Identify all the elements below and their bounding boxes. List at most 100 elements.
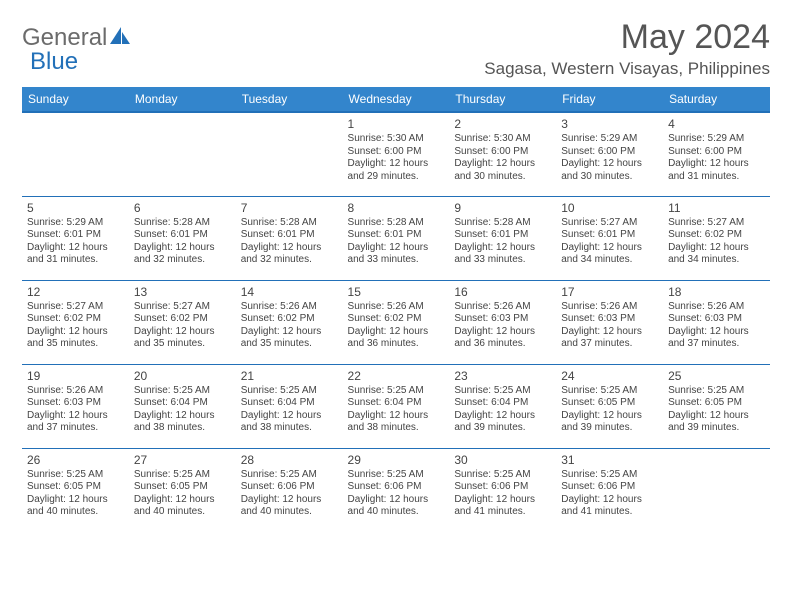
calendar-cell: 20Sunrise: 5:25 AMSunset: 6:04 PMDayligh…	[129, 364, 236, 448]
daylight-line: Daylight: 12 hours	[454, 158, 551, 171]
sunset-line: Sunset: 6:04 PM	[348, 397, 445, 410]
day-header-wednesday: Wednesday	[343, 87, 450, 112]
day-number: 13	[134, 285, 231, 299]
sunrise-line: Sunrise: 5:25 AM	[668, 385, 765, 398]
day-details: Sunrise: 5:25 AMSunset: 6:06 PMDaylight:…	[561, 469, 658, 519]
sunrise-line: Sunrise: 5:27 AM	[561, 217, 658, 230]
calendar-body: 1 Sunrise: 5:30 AMSunset: 6:00 PMDaylight…	[22, 112, 770, 532]
daylight-line: and 40 minutes.	[134, 506, 231, 519]
calendar-cell	[236, 112, 343, 196]
day-number: 21	[241, 369, 338, 383]
day-header-sunday: Sunday	[22, 87, 129, 112]
daylight-line: Daylight: 12 hours	[348, 242, 445, 255]
day-number: 22	[348, 369, 445, 383]
sunrise-line: Sunrise: 5:26 AM	[454, 301, 551, 314]
location: Sagasa, Western Visayas, Philippines	[484, 59, 770, 79]
day-details: Sunrise: 5:25 AMSunset: 6:06 PMDaylight:…	[348, 469, 445, 519]
day-header-thursday: Thursday	[449, 87, 556, 112]
sunset-line: Sunset: 6:00 PM	[561, 146, 658, 159]
day-header-tuesday: Tuesday	[236, 87, 343, 112]
sunrise-line: Sunrise: 5:27 AM	[134, 301, 231, 314]
daylight-line: and 30 minutes.	[561, 171, 658, 184]
sunrise-line: Sunrise: 5:25 AM	[561, 469, 658, 482]
calendar-cell: 15Sunrise: 5:26 AMSunset: 6:02 PMDayligh…	[343, 280, 450, 364]
day-details: Sunrise: 5:29 AMSunset: 6:00 PMDaylight:…	[668, 133, 765, 183]
sunset-line: Sunset: 6:01 PM	[134, 229, 231, 242]
daylight-line: Daylight: 12 hours	[134, 494, 231, 507]
day-details: Sunrise: 5:26 AMSunset: 6:03 PMDaylight:…	[561, 301, 658, 351]
sunrise-line: Sunrise: 5:25 AM	[454, 469, 551, 482]
daylight-line: Daylight: 12 hours	[241, 326, 338, 339]
sunset-line: Sunset: 6:02 PM	[241, 313, 338, 326]
calendar-cell: 25Sunrise: 5:25 AMSunset: 6:05 PMDayligh…	[663, 364, 770, 448]
day-details: Sunrise: 5:25 AMSunset: 6:06 PMDaylight:…	[241, 469, 338, 519]
sunrise-line: Sunrise: 5:28 AM	[348, 217, 445, 230]
daylight-line: and 39 minutes.	[668, 422, 765, 435]
calendar-cell: 5Sunrise: 5:29 AMSunset: 6:01 PMDaylight…	[22, 196, 129, 280]
day-details: Sunrise: 5:29 AMSunset: 6:01 PMDaylight:…	[27, 217, 124, 267]
calendar-table: SundayMondayTuesdayWednesdayThursdayFrid…	[22, 87, 770, 532]
day-details: Sunrise: 5:25 AMSunset: 6:04 PMDaylight:…	[454, 385, 551, 435]
daylight-line: and 37 minutes.	[668, 338, 765, 351]
month-title: May 2024	[484, 18, 770, 57]
calendar-cell: 3Sunrise: 5:29 AMSunset: 6:00 PMDaylight…	[556, 112, 663, 196]
day-details: Sunrise: 5:28 AMSunset: 6:01 PMDaylight:…	[241, 217, 338, 267]
calendar-cell: 22 Sunrise: 5:25 AMSunset: 6:04 PMDayligh…	[343, 364, 450, 448]
daylight-line: Daylight: 12 hours	[454, 494, 551, 507]
daylight-line: and 35 minutes.	[27, 338, 124, 351]
daylight-line: Daylight: 12 hours	[454, 326, 551, 339]
daylight-line: Daylight: 12 hours	[27, 410, 124, 423]
day-number: 1	[348, 117, 445, 131]
daylight-line: and 39 minutes.	[454, 422, 551, 435]
day-details: Sunrise: 5:27 AMSunset: 6:02 PMDaylight:…	[668, 217, 765, 267]
sunrise-line: Sunrise: 5:25 AM	[561, 385, 658, 398]
sunrise-line: Sunrise: 5:28 AM	[454, 217, 551, 230]
day-number: 12	[27, 285, 124, 299]
day-details: Sunrise: 5:26 AMSunset: 6:02 PMDaylight:…	[241, 301, 338, 351]
sunrise-line: Sunrise: 5:27 AM	[27, 301, 124, 314]
day-header-friday: Friday	[556, 87, 663, 112]
daylight-line: and 41 minutes.	[561, 506, 658, 519]
sunrise-line: Sunrise: 5:26 AM	[27, 385, 124, 398]
day-number: 7	[241, 201, 338, 215]
daylight-line: and 40 minutes.	[348, 506, 445, 519]
daylight-line: and 41 minutes.	[454, 506, 551, 519]
day-details: Sunrise: 5:30 AMSunset: 6:00 PMDaylight:…	[454, 133, 551, 183]
daylight-line: Daylight: 12 hours	[348, 410, 445, 423]
calendar-cell	[663, 448, 770, 532]
daylight-line: Daylight: 12 hours	[134, 410, 231, 423]
daylight-line: and 32 minutes.	[241, 254, 338, 267]
calendar-cell: 7 Sunrise: 5:28 AMSunset: 6:01 PMDaylight…	[236, 196, 343, 280]
calendar-cell: 16Sunrise: 5:26 AMSunset: 6:03 PMDayligh…	[449, 280, 556, 364]
calendar-cell: 29 Sunrise: 5:25 AMSunset: 6:06 PMDayligh…	[343, 448, 450, 532]
daylight-line: and 31 minutes.	[668, 171, 765, 184]
daylight-line: Daylight: 12 hours	[668, 242, 765, 255]
day-number: 3	[561, 117, 658, 131]
logo-text-blue: Blue	[30, 48, 78, 76]
day-details: Sunrise: 5:27 AMSunset: 6:02 PMDaylight:…	[27, 301, 124, 351]
day-number: 16	[454, 285, 551, 299]
day-number: 9	[454, 201, 551, 215]
day-number: 19	[27, 369, 124, 383]
daylight-line: Daylight: 12 hours	[561, 242, 658, 255]
day-header-saturday: Saturday	[663, 87, 770, 112]
sunset-line: Sunset: 6:02 PM	[348, 313, 445, 326]
calendar-cell: 24Sunrise: 5:25 AMSunset: 6:05 PMDayligh…	[556, 364, 663, 448]
sunrise-line: Sunrise: 5:25 AM	[348, 385, 445, 398]
calendar-cell: 28Sunrise: 5:25 AMSunset: 6:06 PMDayligh…	[236, 448, 343, 532]
sunset-line: Sunset: 6:05 PM	[668, 397, 765, 410]
sunrise-line: Sunrise: 5:29 AM	[27, 217, 124, 230]
daylight-line: Daylight: 12 hours	[348, 158, 445, 171]
calendar-cell: 6Sunrise: 5:28 AMSunset: 6:01 PMDaylight…	[129, 196, 236, 280]
day-number: 29	[348, 453, 445, 467]
day-details: Sunrise: 5:25 AMSunset: 6:06 PMDaylight:…	[454, 469, 551, 519]
sunset-line: Sunset: 6:05 PM	[27, 481, 124, 494]
daylight-line: Daylight: 12 hours	[561, 326, 658, 339]
day-details: Sunrise: 5:28 AMSunset: 6:01 PMDaylight:…	[454, 217, 551, 267]
calendar-cell: 19Sunrise: 5:26 AMSunset: 6:03 PMDayligh…	[22, 364, 129, 448]
day-details: Sunrise: 5:30 AMSunset: 6:00 PMDaylight:…	[348, 133, 445, 183]
daylight-line: and 38 minutes.	[348, 422, 445, 435]
sunset-line: Sunset: 6:04 PM	[134, 397, 231, 410]
calendar-cell: 31Sunrise: 5:25 AMSunset: 6:06 PMDayligh…	[556, 448, 663, 532]
daylight-line: Daylight: 12 hours	[668, 326, 765, 339]
